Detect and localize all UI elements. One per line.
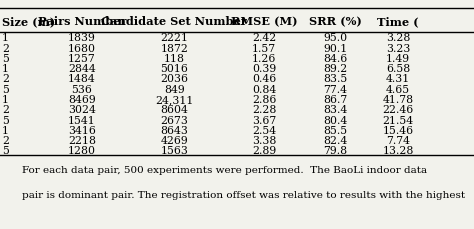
Text: 7.74: 7.74 bbox=[386, 135, 410, 145]
Text: 1: 1 bbox=[2, 125, 9, 135]
Text: 4.31: 4.31 bbox=[386, 74, 410, 84]
Text: 1484: 1484 bbox=[68, 74, 96, 84]
Text: 3416: 3416 bbox=[68, 125, 96, 135]
Text: 1257: 1257 bbox=[68, 54, 96, 64]
Text: 1.26: 1.26 bbox=[252, 54, 276, 64]
Text: 2.42: 2.42 bbox=[252, 33, 276, 43]
Text: 24,311: 24,311 bbox=[155, 95, 193, 105]
Text: 79.8: 79.8 bbox=[323, 146, 347, 155]
Text: 1680: 1680 bbox=[68, 44, 96, 54]
Text: 536: 536 bbox=[71, 84, 92, 94]
Text: For each data pair, 500 experiments were performed.  The BaoLi indoor data: For each data pair, 500 experiments were… bbox=[9, 165, 428, 174]
Text: 2218: 2218 bbox=[68, 135, 96, 145]
Text: 1280: 1280 bbox=[68, 146, 96, 155]
Text: 849: 849 bbox=[164, 84, 184, 94]
Text: 1872: 1872 bbox=[160, 44, 188, 54]
Text: 1.57: 1.57 bbox=[252, 44, 276, 54]
Text: 2: 2 bbox=[2, 44, 9, 54]
Text: Size (m): Size (m) bbox=[2, 16, 55, 27]
Text: 118: 118 bbox=[164, 54, 185, 64]
Text: 3.23: 3.23 bbox=[386, 44, 410, 54]
Text: 2: 2 bbox=[2, 105, 9, 115]
Text: 2844: 2844 bbox=[68, 64, 96, 74]
Text: 5: 5 bbox=[2, 115, 9, 125]
Text: 3.38: 3.38 bbox=[252, 135, 276, 145]
Text: 80.4: 80.4 bbox=[323, 115, 347, 125]
Text: 0.84: 0.84 bbox=[252, 84, 276, 94]
Text: 15.46: 15.46 bbox=[383, 125, 414, 135]
Text: 77.4: 77.4 bbox=[323, 84, 347, 94]
Text: 1: 1 bbox=[2, 33, 9, 43]
Text: 1: 1 bbox=[2, 64, 9, 74]
Text: 2.54: 2.54 bbox=[252, 125, 276, 135]
Text: 4.65: 4.65 bbox=[386, 84, 410, 94]
Text: 83.4: 83.4 bbox=[323, 105, 347, 115]
Text: 1.49: 1.49 bbox=[386, 54, 410, 64]
Text: 5: 5 bbox=[2, 84, 9, 94]
Text: 8604: 8604 bbox=[160, 105, 188, 115]
Text: 2036: 2036 bbox=[160, 74, 188, 84]
Text: 0.39: 0.39 bbox=[252, 64, 276, 74]
Text: pair is dominant pair. The registration offset was relative to results with the : pair is dominant pair. The registration … bbox=[9, 190, 465, 199]
Text: 21.54: 21.54 bbox=[383, 115, 414, 125]
Text: 8469: 8469 bbox=[68, 95, 96, 105]
Text: 3024: 3024 bbox=[68, 105, 96, 115]
Text: 1839: 1839 bbox=[68, 33, 96, 43]
Text: 2: 2 bbox=[2, 135, 9, 145]
Text: 83.5: 83.5 bbox=[323, 74, 347, 84]
Text: 1563: 1563 bbox=[160, 146, 188, 155]
Text: 2.89: 2.89 bbox=[252, 146, 276, 155]
Text: SRR (%): SRR (%) bbox=[309, 16, 362, 27]
Text: 8643: 8643 bbox=[160, 125, 188, 135]
Text: 2673: 2673 bbox=[160, 115, 188, 125]
Text: Pairs Number: Pairs Number bbox=[37, 16, 126, 27]
Text: 82.4: 82.4 bbox=[323, 135, 347, 145]
Text: 4269: 4269 bbox=[160, 135, 188, 145]
Text: 5: 5 bbox=[2, 54, 9, 64]
Text: 13.28: 13.28 bbox=[383, 146, 414, 155]
Text: 6.58: 6.58 bbox=[386, 64, 410, 74]
Text: 84.6: 84.6 bbox=[323, 54, 347, 64]
Text: 3.28: 3.28 bbox=[386, 33, 410, 43]
Text: 2221: 2221 bbox=[160, 33, 188, 43]
Text: RMSE (M): RMSE (M) bbox=[231, 16, 298, 27]
Text: 1541: 1541 bbox=[68, 115, 96, 125]
Text: Candidate Set Number: Candidate Set Number bbox=[101, 16, 247, 27]
Text: 22.46: 22.46 bbox=[383, 105, 414, 115]
Text: 5: 5 bbox=[2, 146, 9, 155]
Text: 2.28: 2.28 bbox=[252, 105, 276, 115]
Text: 86.7: 86.7 bbox=[323, 95, 347, 105]
Text: 95.0: 95.0 bbox=[323, 33, 347, 43]
Text: 89.2: 89.2 bbox=[323, 64, 347, 74]
Text: 85.5: 85.5 bbox=[323, 125, 347, 135]
Text: 5016: 5016 bbox=[160, 64, 188, 74]
Text: 2: 2 bbox=[2, 74, 9, 84]
Text: 0.46: 0.46 bbox=[252, 74, 276, 84]
Text: Time (: Time ( bbox=[377, 16, 419, 27]
Text: 41.78: 41.78 bbox=[383, 95, 414, 105]
Text: 3.67: 3.67 bbox=[252, 115, 276, 125]
Text: 90.1: 90.1 bbox=[323, 44, 347, 54]
Text: 2.86: 2.86 bbox=[252, 95, 276, 105]
Text: 1: 1 bbox=[2, 95, 9, 105]
